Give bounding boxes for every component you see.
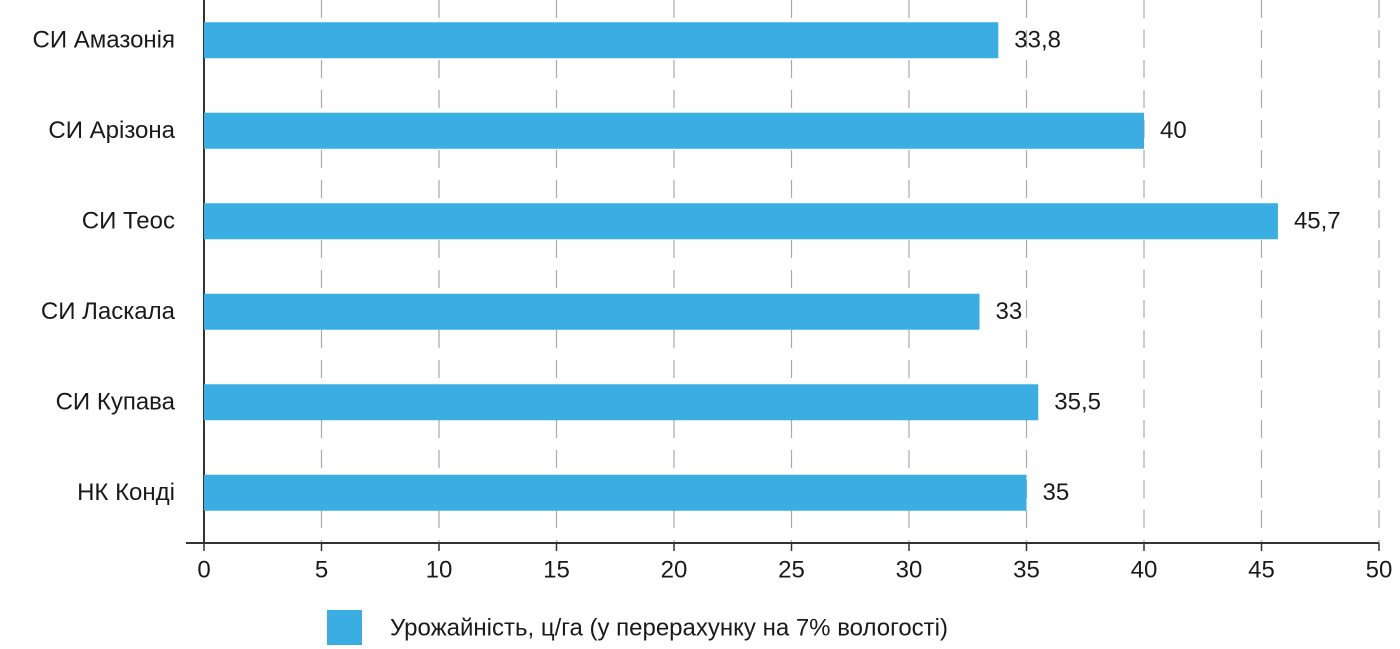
x-tick-label: 30 xyxy=(896,556,923,583)
y-tick-label: СИ Купава xyxy=(56,389,176,416)
x-tick-label: 45 xyxy=(1248,556,1275,583)
legend-label: Урожайність, ц/га (у перерахунку на 7% в… xyxy=(390,614,948,641)
value-label: 40 xyxy=(1160,117,1187,144)
bar xyxy=(204,293,980,330)
y-tick-label: НК Конді xyxy=(77,479,175,506)
x-tick-label: 0 xyxy=(197,556,210,583)
value-label: 35 xyxy=(1043,479,1070,506)
value-label: 33,8 xyxy=(1014,27,1061,54)
value-label: 33 xyxy=(996,298,1023,325)
bar xyxy=(204,384,1039,421)
value-label: 45,7 xyxy=(1294,208,1341,235)
x-tick-label: 10 xyxy=(426,556,453,583)
bar xyxy=(204,474,1027,511)
bar xyxy=(204,203,1278,240)
value-label: 35,5 xyxy=(1054,389,1101,416)
bar xyxy=(204,22,999,59)
legend-swatch xyxy=(327,610,362,645)
y-tick-label: СИ Амазонія xyxy=(33,27,176,54)
y-tick-label: СИ Ласкала xyxy=(41,298,176,325)
x-tick-label: 35 xyxy=(1013,556,1040,583)
x-tick-label: 40 xyxy=(1131,556,1158,583)
x-tick-label: 50 xyxy=(1366,556,1393,583)
y-tick-label: СИ Арізона xyxy=(48,117,175,144)
x-tick-label: 20 xyxy=(661,556,688,583)
x-tick-label: 5 xyxy=(315,556,328,583)
x-tick-label: 25 xyxy=(778,556,805,583)
x-tick-label: 15 xyxy=(543,556,570,583)
y-tick-label: СИ Теос xyxy=(82,208,175,235)
bar xyxy=(204,112,1144,149)
